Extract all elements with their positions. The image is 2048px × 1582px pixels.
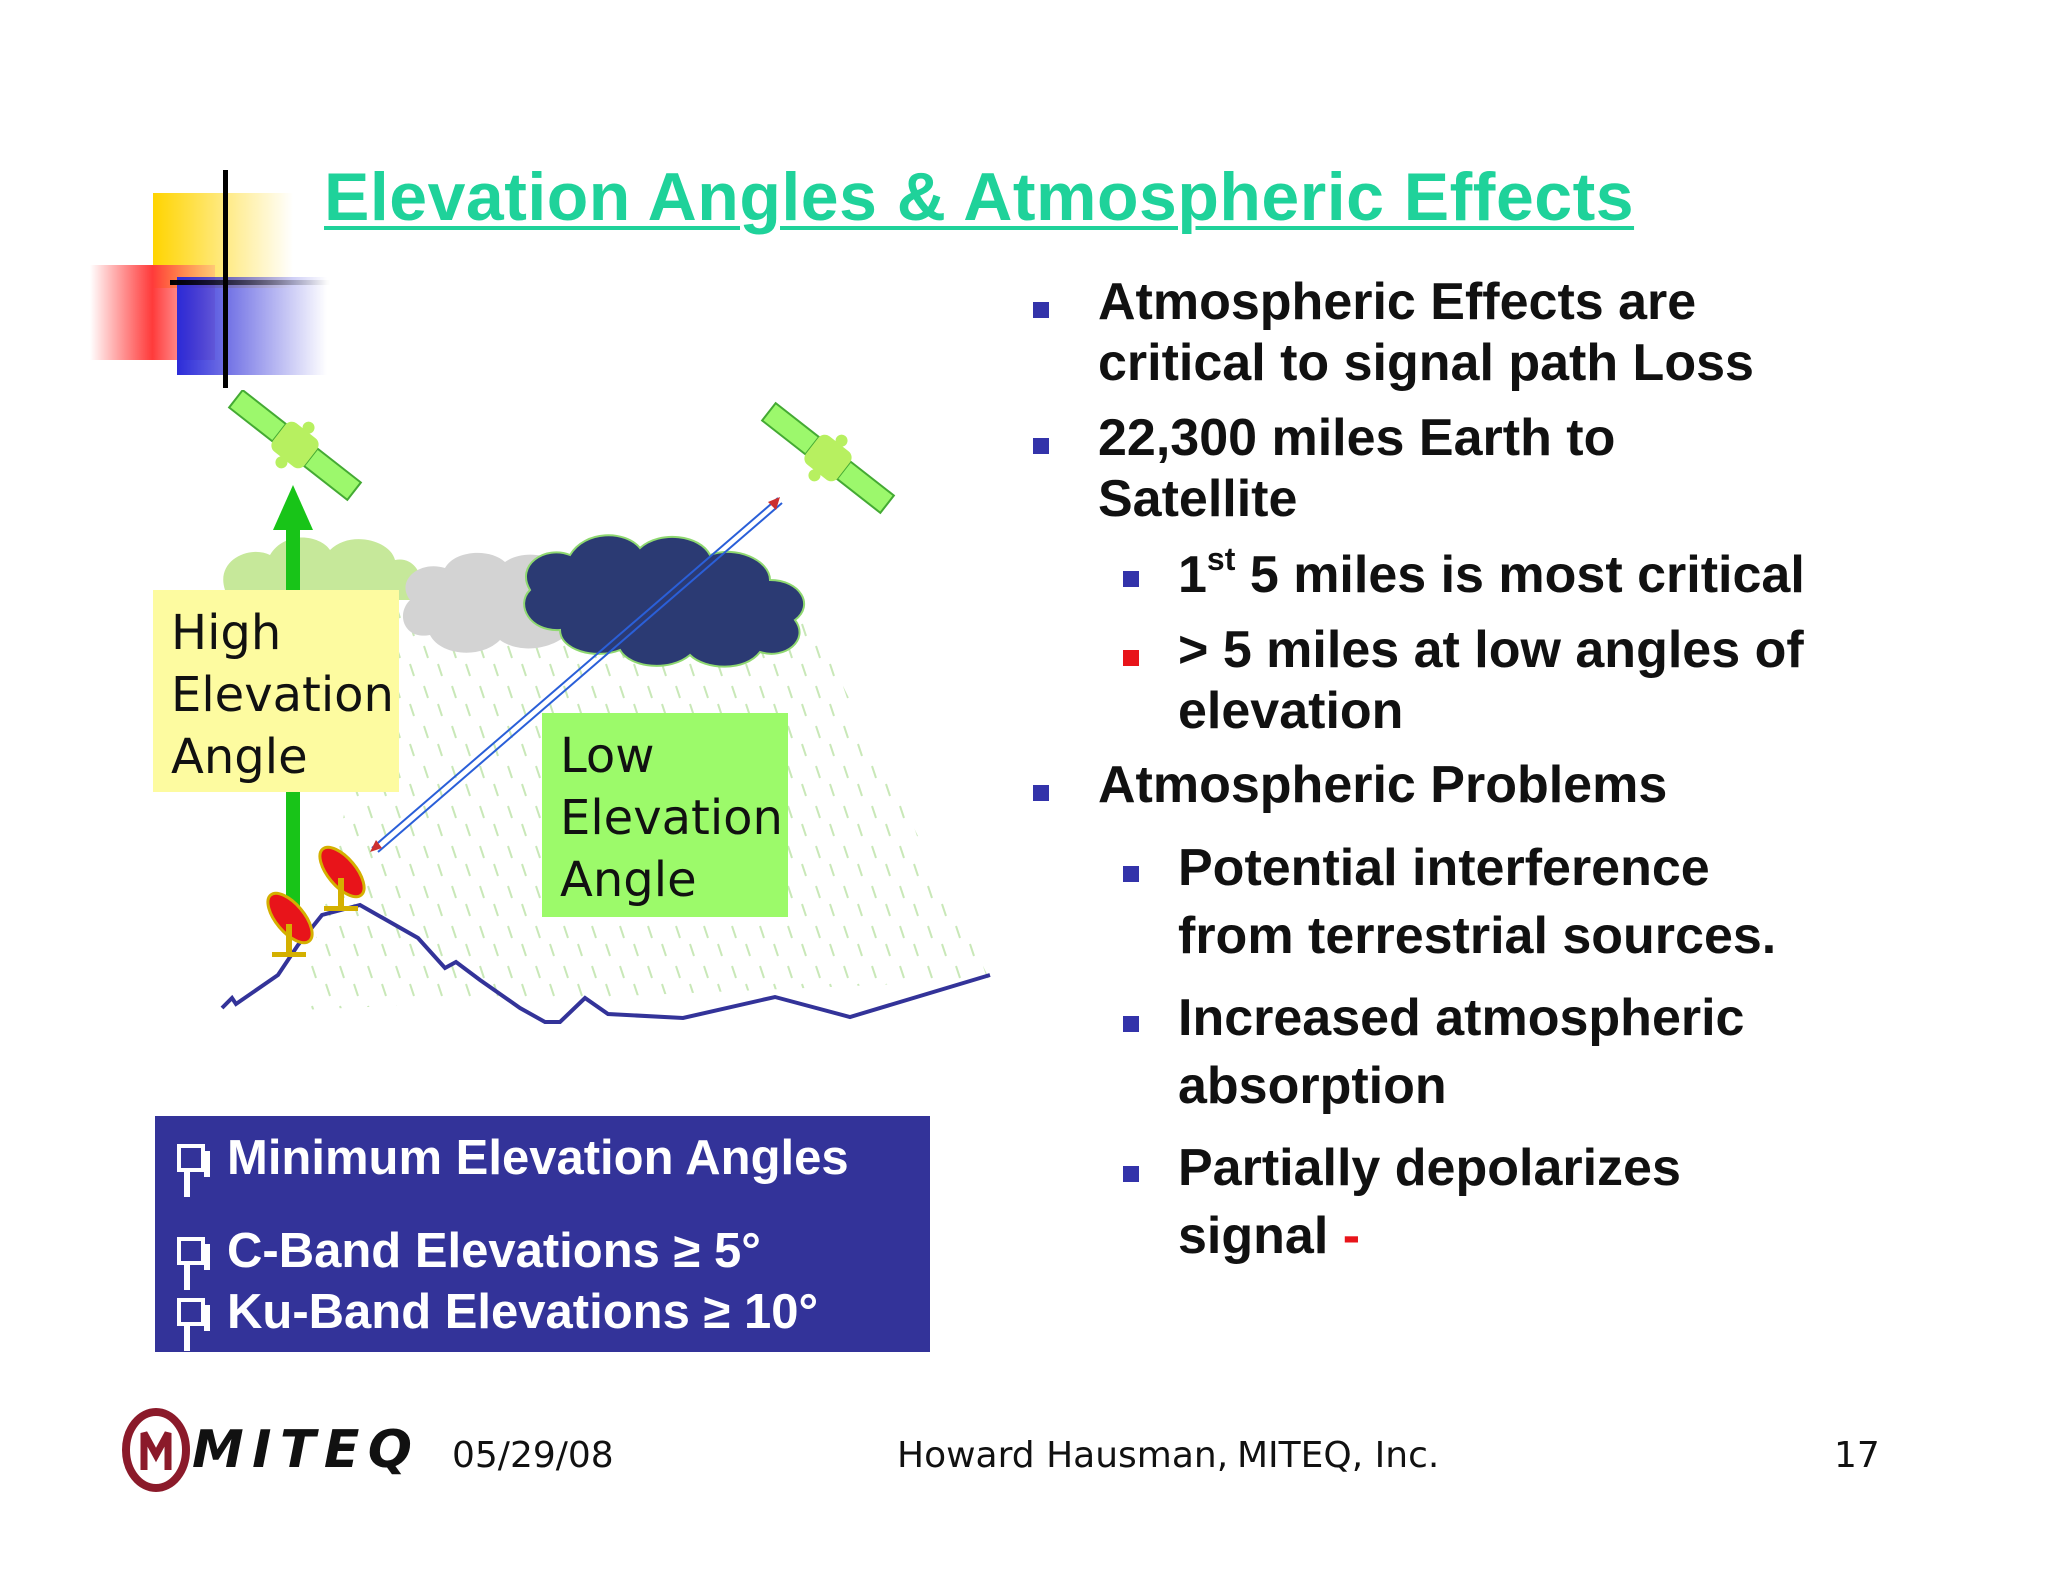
elevation-illustration	[220, 390, 991, 1024]
label-line: Elevation	[171, 667, 394, 723]
min-item-text: Ku-Band Elevations ≥ 10°	[227, 1285, 819, 1339]
low-elevation-label: Low Elevation Angle	[542, 713, 788, 917]
vertical-arrow-head	[273, 485, 313, 530]
checkbox-icon	[177, 1237, 210, 1270]
bullet-icon	[1033, 302, 1049, 318]
footer-date: 05/29/08	[452, 1435, 614, 1476]
label-line: High	[171, 605, 282, 661]
bullet-text: Increased atmospheric	[1178, 989, 1745, 1047]
footer-company: MITEQ, Inc.	[1237, 1435, 1440, 1476]
min-item-text: C-Band Elevations ≥ 5°	[227, 1224, 761, 1278]
cloud-icon	[223, 537, 421, 600]
min-item: Minimum Elevation Angles	[177, 1130, 849, 1186]
satellite-icon	[227, 390, 363, 502]
bullet-text: Atmospheric Problems	[1098, 756, 1668, 814]
bullet-text: from terrestrial sources.	[1178, 907, 1777, 965]
bullet-text: absorption	[1178, 1057, 1447, 1115]
checkbox-icon	[177, 1298, 210, 1331]
label-line: Angle	[560, 852, 697, 908]
bullet-list: Atmospheric Effects are critical to sign…	[1020, 0, 2030, 1582]
sub-bullet-item: > 5 miles at low angles of elevation	[1178, 620, 1804, 742]
bullet-text: Atmospheric Effects are	[1098, 273, 1697, 331]
min-item: Ku-Band Elevations ≥ 10°	[177, 1284, 818, 1340]
satellite-icon	[760, 401, 896, 515]
sub-bullet-item: Partially depolarizes signal -	[1178, 1134, 1681, 1270]
bullet-text: Partially depolarizes	[1178, 1139, 1681, 1197]
bullet-text: critical to signal path Loss	[1098, 334, 1754, 392]
sub-bullet-icon	[1123, 866, 1139, 882]
bullet-text: 5 miles is most critical	[1235, 546, 1805, 604]
sub-bullet-item: Increased atmospheric absorption	[1178, 984, 1744, 1120]
bullet-text: 22,300 miles Earth to	[1098, 409, 1616, 467]
bullet-text: 1	[1178, 546, 1207, 604]
high-elevation-label: High Elevation Angle	[153, 590, 399, 792]
bullet-icon	[1033, 785, 1049, 801]
bullet-text: Potential interference	[1178, 839, 1710, 897]
min-item-text: Minimum Elevation Angles	[227, 1131, 849, 1185]
decorative-squares	[90, 170, 330, 388]
svg-text:MITEQ: MITEQ	[192, 1420, 412, 1480]
label-line: Low	[560, 728, 655, 784]
bullet-item: 22,300 miles Earth to Satellite	[1098, 408, 1615, 530]
dish-antenna-icon	[318, 845, 366, 911]
label-line: Angle	[171, 729, 308, 785]
footer-page-number: 17	[1834, 1435, 1880, 1476]
red-dash: -	[1342, 1207, 1361, 1265]
dish-antenna-icon	[266, 891, 314, 957]
sub-bullet-icon	[1123, 650, 1139, 666]
min-item: C-Band Elevations ≥ 5°	[177, 1223, 761, 1279]
terrain-line	[220, 902, 991, 1024]
sub-bullet-icon	[1123, 1166, 1139, 1182]
bullet-icon	[1033, 438, 1049, 454]
bullet-text: > 5 miles at low angles of	[1178, 621, 1804, 679]
bullet-item: Atmospheric Effects are critical to sign…	[1098, 272, 1754, 394]
sub-bullet-item: Potential interference from terrestrial …	[1178, 834, 1776, 970]
miteq-logo: MITEQ	[122, 1408, 412, 1492]
sub-bullet-icon	[1123, 1016, 1139, 1032]
bullet-text: elevation	[1178, 682, 1404, 740]
minimum-elevation-box: Minimum Elevation Angles C-Band Elevatio…	[155, 1116, 930, 1352]
sub-bullet-icon	[1123, 571, 1139, 587]
footer-author: Howard Hausman,	[897, 1435, 1229, 1476]
label-line: Elevation	[560, 790, 783, 846]
slide-title: Elevation Angles & Atmospheric Effects	[324, 159, 1635, 235]
bullet-item: Atmospheric Problems	[1098, 755, 1667, 816]
checkbox-icon	[177, 1144, 210, 1177]
superscript: st	[1206, 540, 1236, 577]
sub-bullet-item: 1st 5 miles is most critical	[1178, 543, 1805, 606]
bullet-text: Satellite	[1098, 470, 1298, 528]
bullet-text: signal	[1178, 1207, 1329, 1265]
